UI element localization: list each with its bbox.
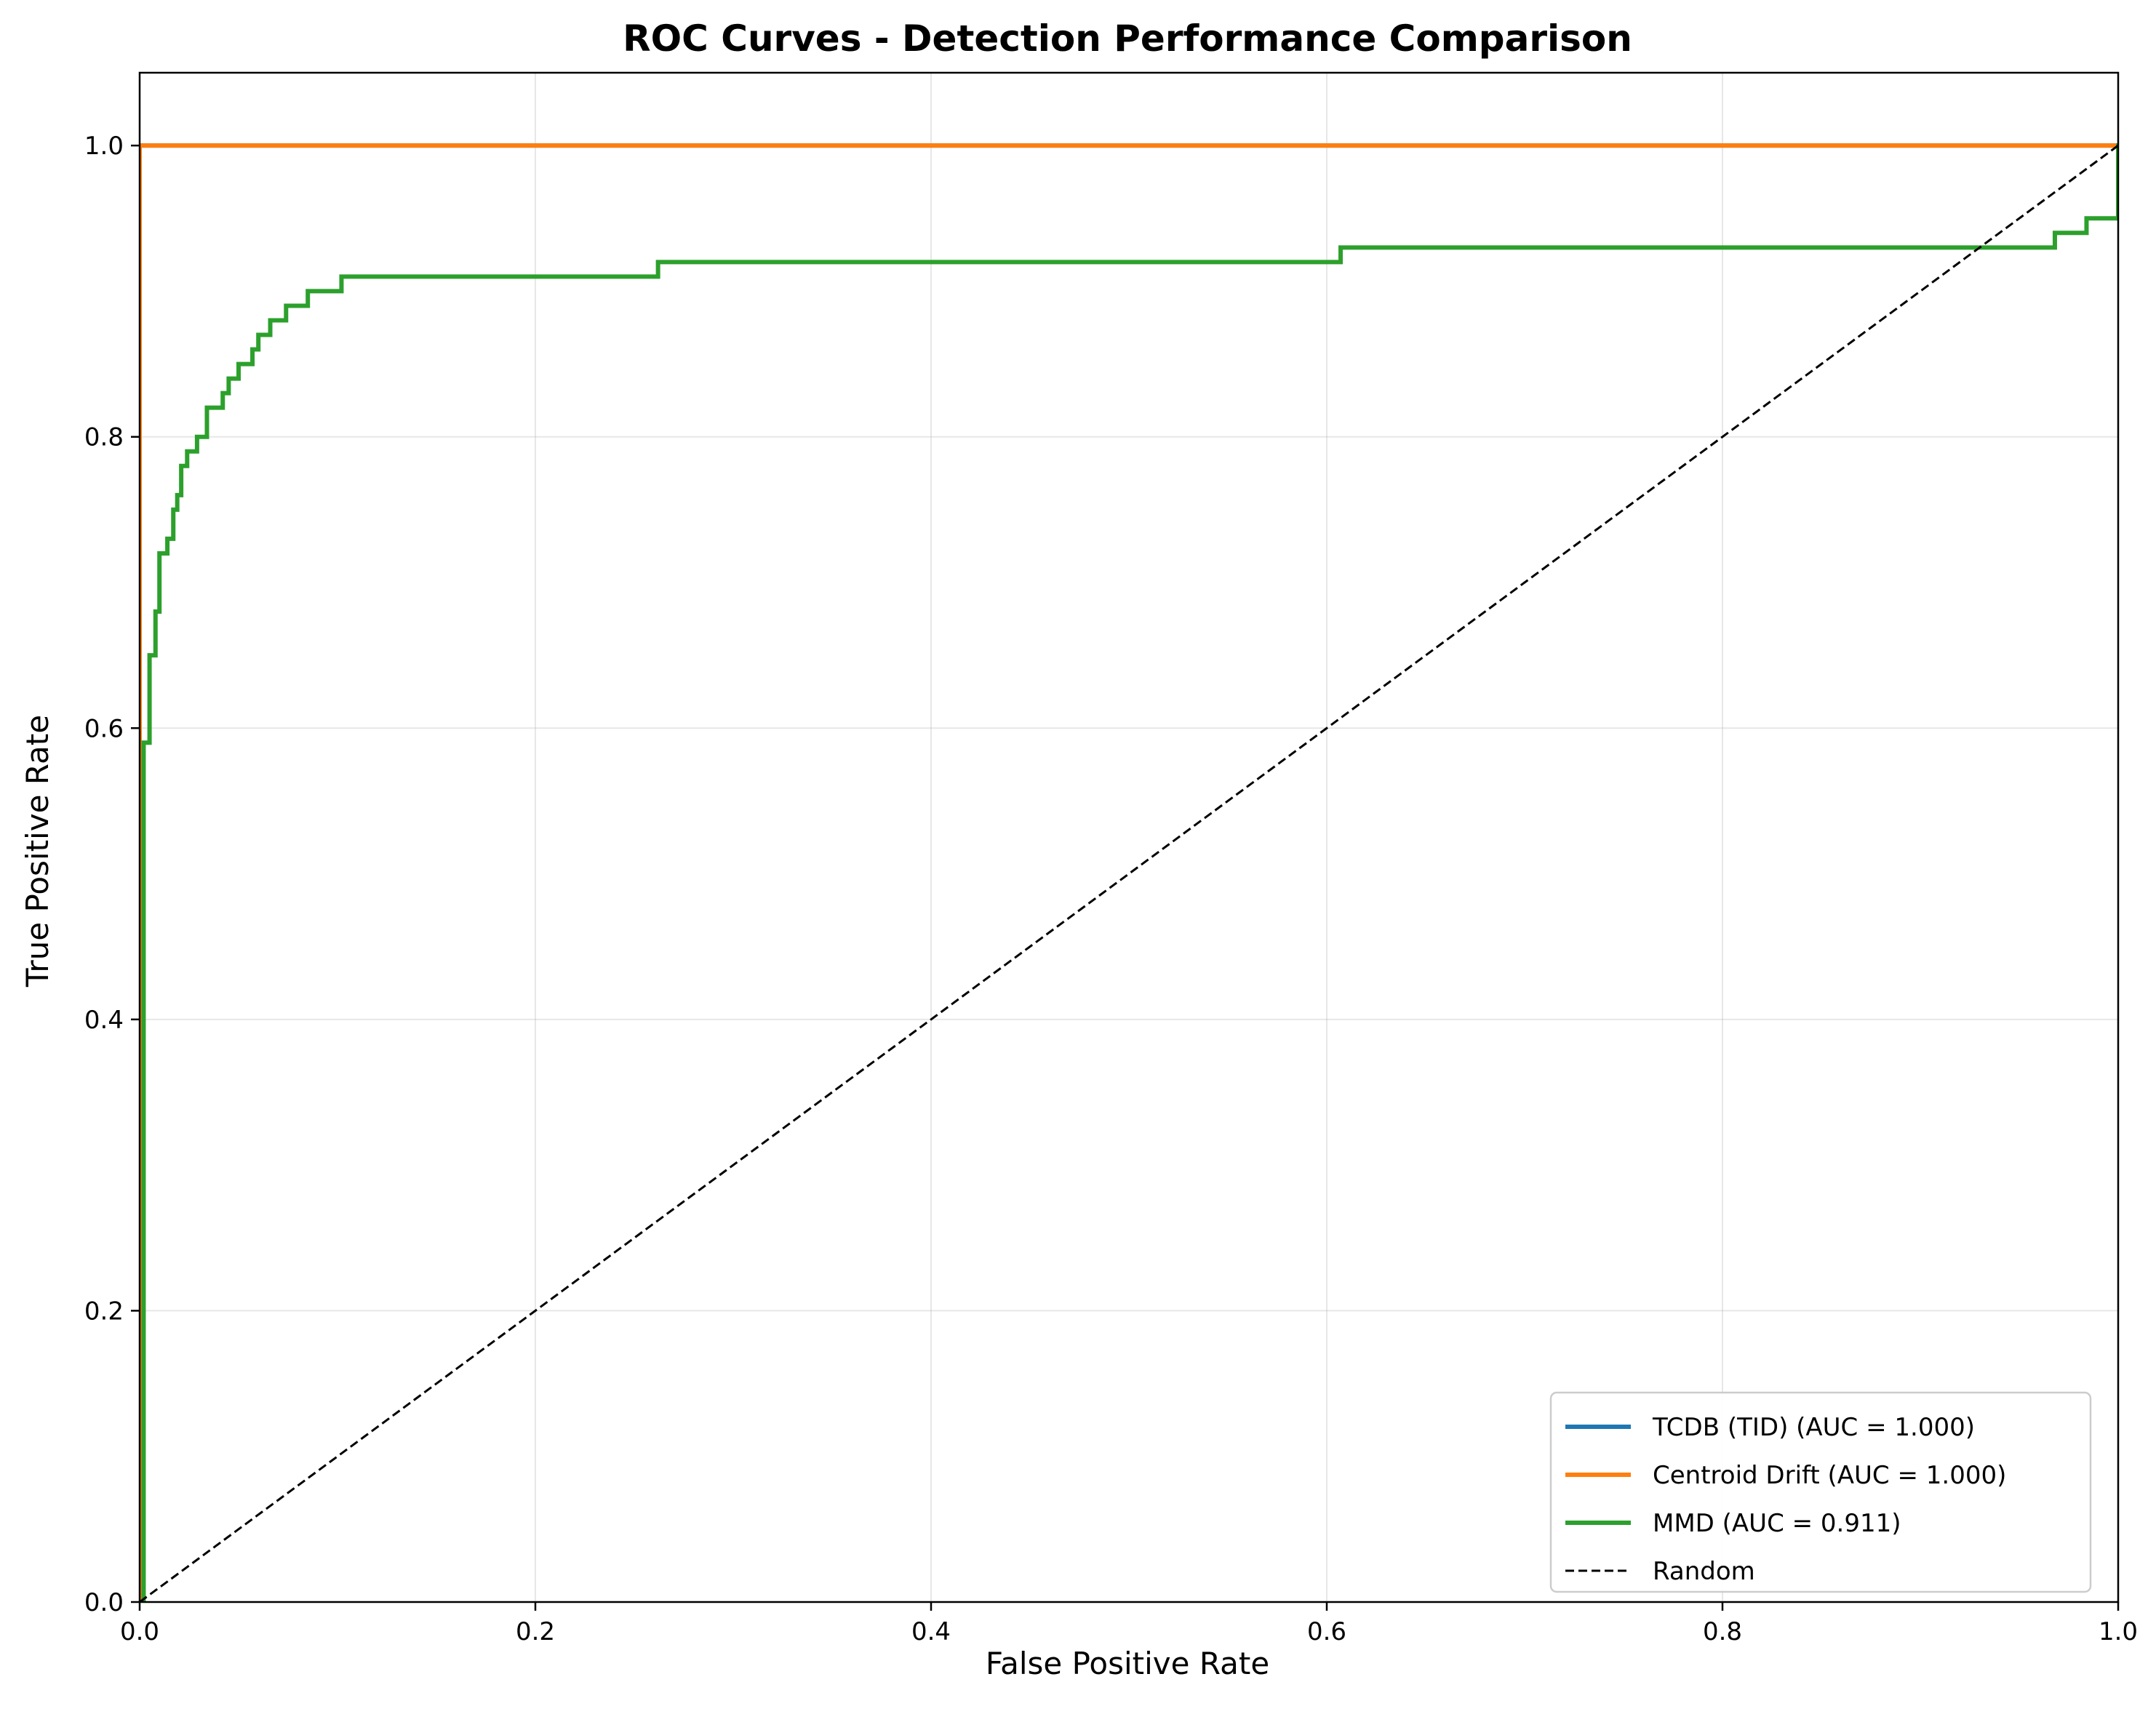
x-tick-label: 0.0 bbox=[120, 1617, 159, 1646]
x-tick-label: 0.4 bbox=[911, 1617, 951, 1646]
axis-ticks: 0.0 0.2 0.4 0.6 0.8 1.0 0.0 0.2 0.4 0.6 0.8 1.0 bbox=[84, 132, 2138, 1646]
series-lines bbox=[140, 143, 2118, 1602]
x-tick-label: 0.2 bbox=[516, 1617, 555, 1646]
legend: TCDB (TID) (AUC = 1.000) Centroid Drift (… bbox=[1549, 1391, 2092, 1593]
legend-label-1: Centroid Drift (AUC = 1.000) bbox=[1653, 1461, 2006, 1490]
x-tick-label: 0.8 bbox=[1703, 1617, 1742, 1646]
x-tick-label: 0.6 bbox=[1307, 1617, 1346, 1646]
y-tick-label: 0.6 bbox=[84, 714, 124, 743]
x-tick-label: 1.0 bbox=[2099, 1617, 2138, 1646]
series-line-3 bbox=[140, 144, 2118, 1602]
legend-box bbox=[1549, 1391, 2092, 1593]
y-tick-label: 0.4 bbox=[84, 1006, 124, 1035]
y-axis-label: True Positive Rate bbox=[20, 715, 55, 988]
y-tick-label: 1.0 bbox=[84, 132, 124, 161]
grid bbox=[139, 73, 2119, 1603]
legend-label-3: Random bbox=[1653, 1557, 1755, 1586]
legend-items: TCDB (TID) (AUC = 1.000) Centroid Drift (… bbox=[1565, 1413, 2006, 1586]
y-tick-label: 0.0 bbox=[84, 1588, 124, 1617]
chart-title: ROC Curves - Detection Performance Compa… bbox=[623, 17, 1632, 60]
y-tick-label: 0.8 bbox=[84, 423, 124, 452]
legend-label-0: TCDB (TID) (AUC = 1.000) bbox=[1652, 1413, 1975, 1442]
plot-frame bbox=[138, 71, 2120, 1603]
x-axis-label: False Positive Rate bbox=[986, 1646, 1269, 1681]
series-line-1 bbox=[140, 143, 2118, 1602]
legend-label-2: MMD (AUC = 0.911) bbox=[1653, 1509, 1901, 1538]
series-line-2 bbox=[140, 143, 2118, 1602]
y-tick-label: 0.2 bbox=[84, 1297, 124, 1326]
